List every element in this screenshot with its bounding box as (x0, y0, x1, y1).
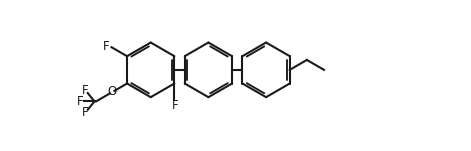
Text: F: F (171, 99, 178, 112)
Text: F: F (103, 40, 109, 53)
Text: F: F (77, 95, 84, 108)
Text: F: F (81, 106, 88, 119)
Text: F: F (81, 84, 88, 97)
Text: O: O (108, 85, 117, 98)
